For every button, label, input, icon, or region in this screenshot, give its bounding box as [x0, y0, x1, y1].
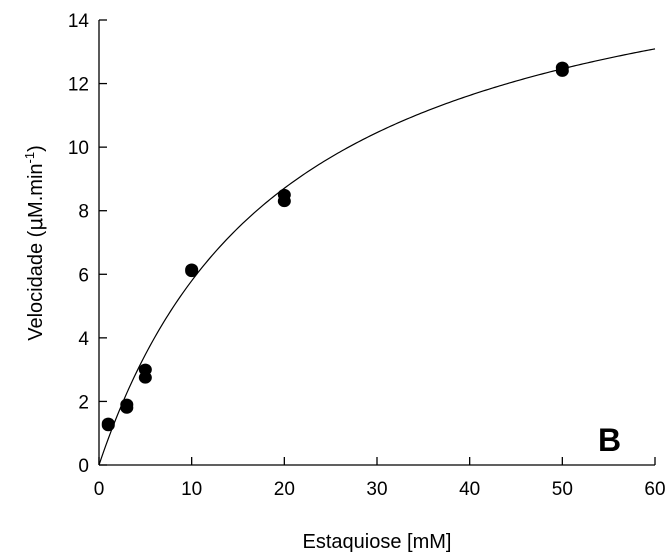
data-point: [555, 61, 569, 74]
y-axis-title: Velocidade (μM.min-1): [22, 145, 47, 341]
x-tick-label: 60: [644, 479, 665, 500]
fit-curve: [98, 48, 656, 466]
data-point: [120, 398, 134, 411]
axes-layer: [98, 20, 655, 466]
y-axis-title-mu: μ: [23, 218, 47, 231]
panel-label: B: [598, 422, 621, 458]
x-tick-label: 30: [366, 479, 387, 500]
ticks-layer: 0 10 20 30 40 50 60 0 2 4 6 8 10 12 14: [68, 11, 666, 500]
x-axis-title: Estaquiose [mM]: [303, 531, 452, 553]
data-points-layer: [101, 61, 569, 432]
y-tick-label: 6: [78, 265, 89, 286]
y-axis-title-sup: -1: [22, 152, 37, 164]
x-tick-label: 20: [274, 479, 295, 500]
data-point: [101, 417, 115, 430]
y-tick-label: 2: [78, 392, 89, 413]
y-tick-label: 12: [68, 75, 89, 96]
y-tick-label: 10: [68, 138, 89, 159]
data-point: [138, 363, 152, 376]
data-point: [185, 263, 199, 276]
y-axis-title-unit: M.min: [25, 163, 47, 217]
y-tick-label: 8: [78, 202, 89, 223]
x-tick-label: 10: [181, 479, 202, 500]
y-axis-title-main: Velocidade (: [25, 230, 47, 340]
x-tick-label: 40: [459, 479, 480, 500]
y-axis-title-close: ): [25, 145, 47, 152]
y-tick-label: 4: [78, 329, 89, 350]
x-tick-label: 50: [552, 479, 573, 500]
fit-curve-layer: [98, 48, 656, 466]
data-point: [277, 188, 291, 201]
x-tick-label: 0: [94, 479, 105, 500]
y-tick-label: 0: [78, 456, 89, 477]
y-tick-label: 14: [68, 11, 90, 32]
